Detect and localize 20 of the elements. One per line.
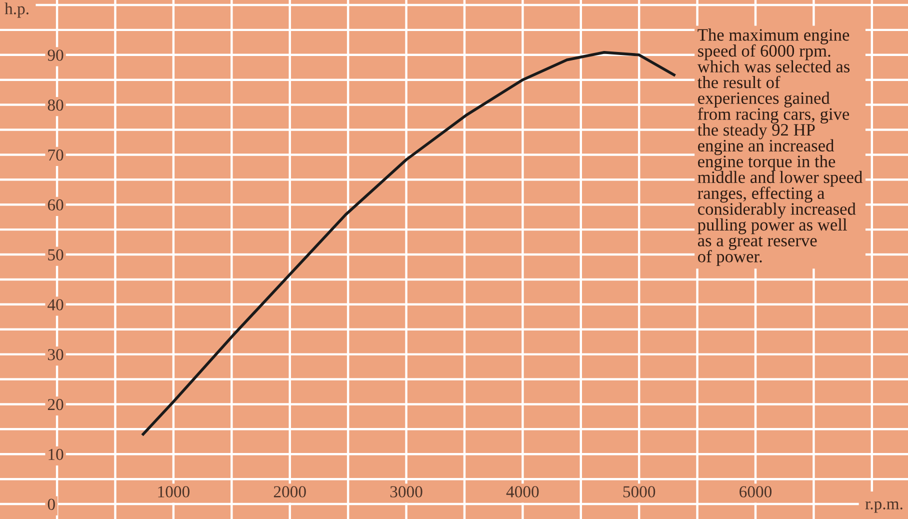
y-tick-label: 10 — [48, 448, 64, 460]
y-tick-label: 20 — [48, 398, 64, 410]
y-tick-label: 80 — [48, 99, 64, 111]
y-tick-label: 60 — [48, 199, 64, 211]
x-tick-label: 5000 — [623, 486, 656, 498]
y-tick-label: 40 — [48, 299, 64, 310]
x-tick-label: 6000 — [740, 486, 772, 498]
x-tick-label: 2000 — [274, 486, 306, 498]
x-tick-label: 4000 — [506, 486, 539, 498]
y-axis-title: h.p. — [4, 2, 28, 18]
x-axis-title: r.p.m. — [865, 501, 902, 513]
text: The maximum engine speed of 6000 rpm. which was selected as the result of experiences gained from racing cars, give the steady 92 HP engine an increased engine torque in the middle and lower speed ranges, effecting a considerably increased pulling power as well as a great reserve of power. — [697, 28, 862, 266]
y-tick-label: 50 — [48, 249, 64, 260]
y-tick-label: 90 — [48, 50, 64, 61]
x-tick-label: 1000 — [158, 486, 190, 498]
y-tick-label: 70 — [48, 149, 64, 161]
line-series — [142, 51, 676, 436]
y-tick-label: 0 — [48, 498, 55, 510]
x-tick-label: 3000 — [390, 486, 422, 498]
y-tick-label: 30 — [48, 349, 64, 360]
